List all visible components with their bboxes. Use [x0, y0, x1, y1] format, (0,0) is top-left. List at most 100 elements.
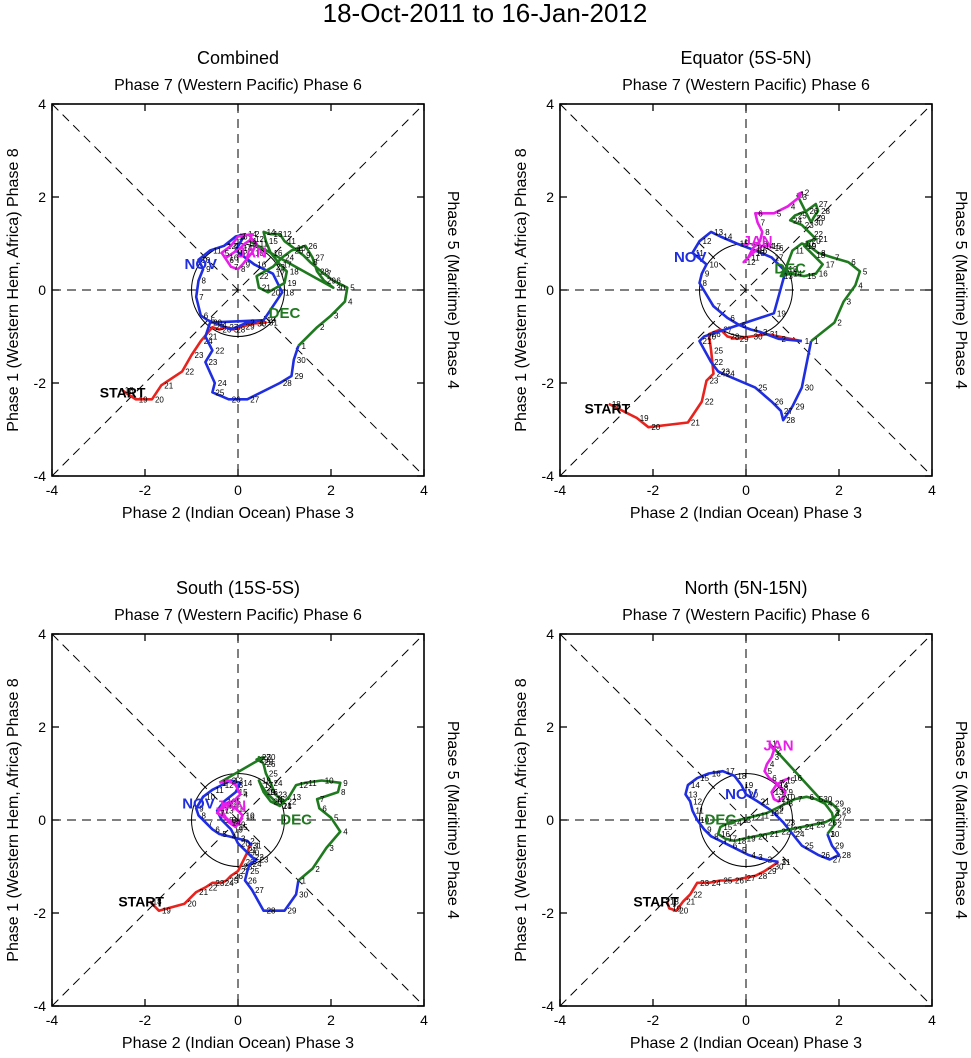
day-label: 30 — [754, 333, 763, 342]
nov-label: NOV — [185, 256, 218, 273]
y-tick-label: 2 — [546, 189, 554, 205]
day-label: 23 — [793, 825, 802, 834]
panel-title: Combined — [197, 48, 279, 68]
start-label: START — [100, 384, 146, 400]
day-label: 11 — [782, 797, 791, 806]
x-tick-label: -4 — [554, 482, 567, 498]
day-label: 23 — [276, 263, 285, 272]
day-label: 27 — [747, 874, 756, 883]
day-label: 4 — [222, 321, 227, 330]
x-tick-label: -4 — [46, 482, 59, 498]
day-label: 24 — [712, 879, 721, 888]
day-label: 11 — [213, 246, 222, 255]
y-tick-label: 2 — [38, 189, 46, 205]
day-label: 29 — [260, 756, 269, 765]
day-label: 26 — [232, 395, 241, 404]
day-label: 7 — [220, 809, 225, 818]
day-label: 12 — [693, 797, 702, 806]
day-label: 31 — [253, 842, 262, 851]
day-label: 15 — [700, 774, 709, 783]
day-label: 22 — [775, 807, 784, 816]
day-label: 6 — [772, 774, 777, 783]
top-axis-label: Phase 7 (Western Pacific) Phase 6 — [622, 607, 870, 624]
day-label: 16 — [758, 246, 767, 255]
day-label: 28 — [267, 907, 276, 916]
day-label: 1 — [772, 739, 777, 748]
x-tick-label: 0 — [234, 1012, 242, 1028]
day-label: 5 — [225, 249, 230, 258]
day-label: 5 — [863, 267, 868, 276]
day-label: 25 — [816, 821, 825, 830]
day-label: 3 — [847, 298, 852, 307]
panel-title: North (5N-15N) — [684, 578, 807, 598]
day-label: 14 — [779, 781, 788, 790]
day-label: 3 — [763, 328, 768, 337]
day-label: 8 — [232, 816, 237, 825]
day-label: 17 — [276, 270, 285, 279]
day-label: 11 — [761, 811, 770, 820]
y-tick-label: -4 — [542, 468, 555, 484]
day-label: 28 — [821, 207, 830, 216]
day-label: 13 — [234, 776, 243, 785]
day-label: 6 — [215, 825, 220, 834]
dec-label: DEC — [269, 305, 301, 322]
day-label: 1 — [814, 337, 819, 346]
day-label: 27 — [837, 814, 846, 823]
day-label: 19 — [139, 395, 148, 404]
day-label: 7 — [234, 263, 239, 272]
panel-title: South (15S-5S) — [176, 578, 300, 598]
day-label: 26 — [222, 326, 231, 335]
day-label: 9 — [306, 251, 311, 260]
day-label: 30 — [814, 219, 823, 228]
top-axis-label: Phase 7 (Western Pacific) Phase 6 — [622, 77, 870, 94]
day-label: 6 — [733, 842, 738, 851]
day-label: 15 — [786, 776, 795, 785]
day-label: 19 — [267, 316, 276, 325]
day-label: 16 — [229, 253, 238, 262]
day-label: 18 — [789, 267, 798, 276]
day-label: 23 — [805, 221, 814, 230]
day-label: 28 — [786, 416, 795, 425]
x-tick-label: -2 — [139, 1012, 152, 1028]
dec-label: DEC — [774, 261, 806, 278]
day-label: 31 — [770, 330, 779, 339]
day-label: 6 — [227, 800, 232, 809]
y-tick-label: 4 — [38, 626, 46, 642]
day-label: 10 — [255, 249, 264, 258]
series-line-jan — [220, 232, 258, 271]
day-label: 6 — [204, 312, 209, 321]
day-label: 7 — [327, 270, 332, 279]
panel-title: Equator (5S-5N) — [680, 48, 811, 68]
day-label: 16 — [793, 774, 802, 783]
left-axis-label: Phase 1 (Western Hem, Africa) Phase 8 — [513, 148, 530, 431]
day-label: 29 — [768, 867, 777, 876]
day-label: 17 — [726, 767, 735, 776]
day-label: 3 — [835, 809, 840, 818]
day-label: 25 — [798, 212, 807, 221]
day-label: 19 — [267, 788, 276, 797]
x-tick-label: 2 — [327, 482, 335, 498]
day-label: 28 — [730, 333, 739, 342]
y-tick-label: 0 — [546, 812, 554, 828]
day-label: 21 — [248, 846, 257, 855]
day-label: 29 — [835, 800, 844, 809]
start-label: START — [118, 893, 164, 909]
day-label: 23 — [208, 358, 217, 367]
day-label: 27 — [250, 395, 259, 404]
day-label: 6 — [730, 314, 735, 323]
right-axis-label: Phase 5 (Maritime) Phase 4 — [952, 191, 969, 389]
day-label: 11 — [751, 253, 760, 262]
x-tick-label: -2 — [647, 482, 660, 498]
day-label: 13 — [225, 807, 234, 816]
series-line-dec — [248, 230, 349, 347]
day-label: 26 — [267, 760, 276, 769]
day-label: 7 — [779, 779, 784, 788]
day-label: 28 — [320, 267, 329, 276]
day-label: 5 — [768, 767, 773, 776]
day-label: 15 — [239, 823, 248, 832]
